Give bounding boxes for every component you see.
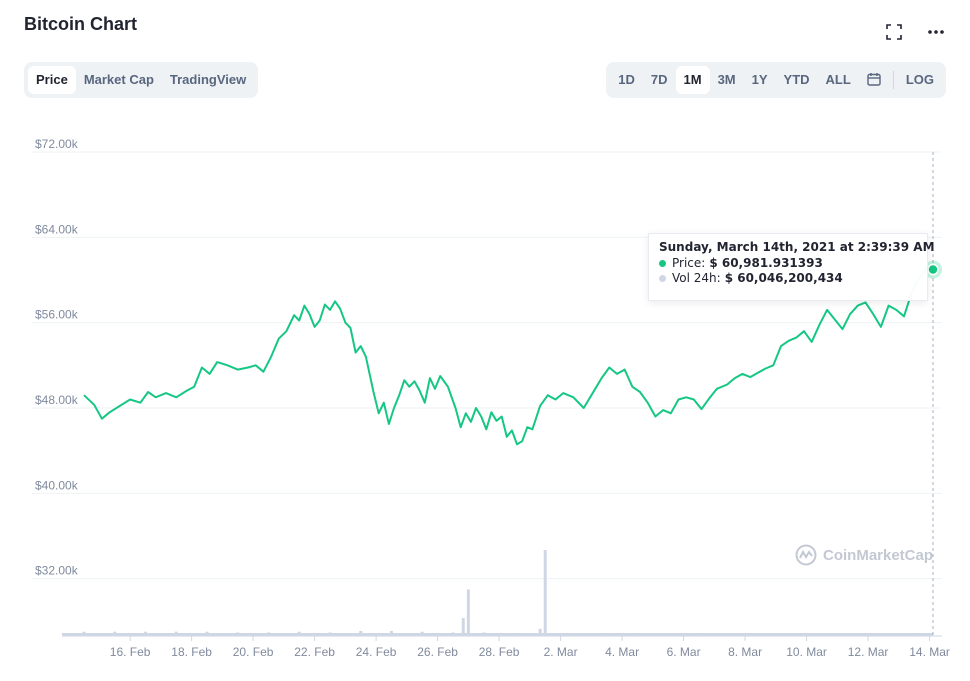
chart-grid — [32, 151, 942, 580]
range-3m[interactable]: 3M — [717, 72, 736, 87]
header-actions — [884, 22, 946, 42]
y-tick-label: $72.00k — [35, 137, 79, 151]
tooltip-price-value: $ 60,981.931393 — [709, 256, 823, 270]
volume-bar — [789, 633, 793, 636]
tabs-divider — [892, 71, 894, 89]
volume-bar — [451, 632, 455, 636]
y-tick-label: $48.00k — [35, 393, 79, 407]
volume-bar — [538, 628, 542, 636]
volume-bars — [62, 550, 933, 636]
volume-bar — [205, 631, 209, 636]
volume-bar — [728, 633, 732, 636]
chart-tooltip: Sunday, March 14th, 2021 at 2:39:39 AM P… — [648, 233, 935, 301]
volume-bar — [389, 630, 393, 636]
chart-type-tabs: Price Market Cap TradingView — [24, 62, 259, 98]
volume-bar — [174, 631, 178, 636]
tooltip-volume-value: $ 60,046,200,434 — [724, 271, 843, 285]
volume-bar — [113, 631, 117, 636]
x-tick-label: 18. Feb — [171, 645, 212, 659]
range-1y[interactable]: 1Y — [751, 72, 768, 87]
x-tick-label: 14. Mar — [909, 645, 950, 659]
range-1m[interactable]: 1M — [675, 66, 710, 94]
tooltip-volume-row: Vol 24h: $ 60,046,200,434 — [659, 271, 917, 286]
volume-bar — [820, 633, 824, 636]
volume-bar — [236, 632, 240, 636]
volume-bar — [143, 631, 147, 636]
volume-bar — [512, 633, 516, 636]
coinmarketcap-logo-icon — [795, 544, 817, 566]
volume-bar — [543, 550, 547, 636]
range-ytd[interactable]: YTD — [783, 72, 810, 87]
range-1d[interactable]: 1D — [618, 72, 635, 87]
volume-bar — [461, 618, 465, 636]
range-all[interactable]: ALL — [825, 72, 851, 87]
x-tick-label: 16. Feb — [110, 645, 151, 659]
volume-bar — [359, 630, 363, 636]
volume-bar — [635, 633, 639, 636]
volume-bar — [928, 633, 932, 636]
tab-price[interactable]: Price — [28, 66, 76, 94]
tab-tradingview[interactable]: TradingView — [169, 72, 247, 87]
volume-bar — [420, 631, 424, 636]
tab-market-cap[interactable]: Market Cap — [83, 72, 154, 87]
volume-bar — [605, 633, 609, 636]
volume-bar — [666, 633, 670, 636]
volume-bar — [851, 633, 855, 636]
watermark: CoinMarketCap — [795, 544, 933, 566]
volume-baseline-bar — [62, 633, 933, 636]
x-tick-label: 28. Feb — [479, 645, 520, 659]
time-range-tabs: 1D 7D 1M 3M 1Y YTD ALL LOG — [606, 62, 946, 98]
y-tick-label: $64.00k — [35, 222, 79, 236]
volume-legend-dot — [659, 275, 666, 282]
x-tick-label: 6. Mar — [667, 645, 701, 659]
x-tick-label: 4. Mar — [605, 645, 639, 659]
tooltip-date: Sunday, March 14th, 2021 at 2:39:39 AM — [659, 240, 935, 254]
tooltip-price-row: Price: $ 60,981.931393 — [659, 256, 917, 271]
page-title: Bitcoin Chart — [24, 14, 138, 34]
range-7d[interactable]: 7D — [650, 72, 668, 87]
watermark-text: CoinMarketCap — [823, 546, 934, 564]
volume-bar — [297, 631, 301, 636]
volume-bar — [697, 633, 701, 636]
x-tick-label: 24. Feb — [356, 645, 397, 659]
volume-bar — [82, 631, 86, 636]
chart-axes: $32.00k $40.00k $48.00k $56.00k $64.00k $72.0… — [35, 137, 950, 659]
tooltip-price-label: Price: — [672, 256, 706, 270]
x-tick-label: 8. Mar — [728, 645, 762, 659]
calendar-icon — [867, 73, 881, 86]
volume-bar — [758, 633, 762, 636]
y-tick-label: $40.00k — [35, 478, 79, 492]
volume-bar — [328, 632, 332, 636]
x-tick-label: 20. Feb — [233, 645, 274, 659]
volume-bar — [912, 633, 916, 636]
volume-bar — [881, 633, 885, 636]
x-tick-label: 12. Mar — [848, 645, 889, 659]
x-tick-label: 22. Feb — [294, 645, 335, 659]
price-line — [83, 266, 934, 446]
more-icon[interactable] — [926, 22, 946, 42]
calendar-button[interactable] — [859, 66, 889, 94]
x-tick-label: 10. Mar — [786, 645, 827, 659]
price-series — [83, 152, 942, 636]
fullscreen-icon[interactable] — [884, 22, 904, 42]
x-tick-label: 26. Feb — [417, 645, 458, 659]
log-scale-toggle[interactable]: LOG — [905, 72, 934, 87]
hover-point — [927, 263, 939, 276]
x-tick-label: 2. Mar — [544, 645, 578, 659]
volume-bar — [574, 633, 578, 636]
volume-bar — [482, 632, 486, 636]
tooltip-volume-label: Vol 24h: — [672, 271, 721, 285]
price-legend-dot — [659, 260, 666, 267]
y-tick-label: $32.00k — [35, 564, 79, 578]
volume-bar — [466, 589, 470, 636]
volume-bar — [266, 632, 270, 636]
y-tick-label: $56.00k — [35, 308, 79, 322]
